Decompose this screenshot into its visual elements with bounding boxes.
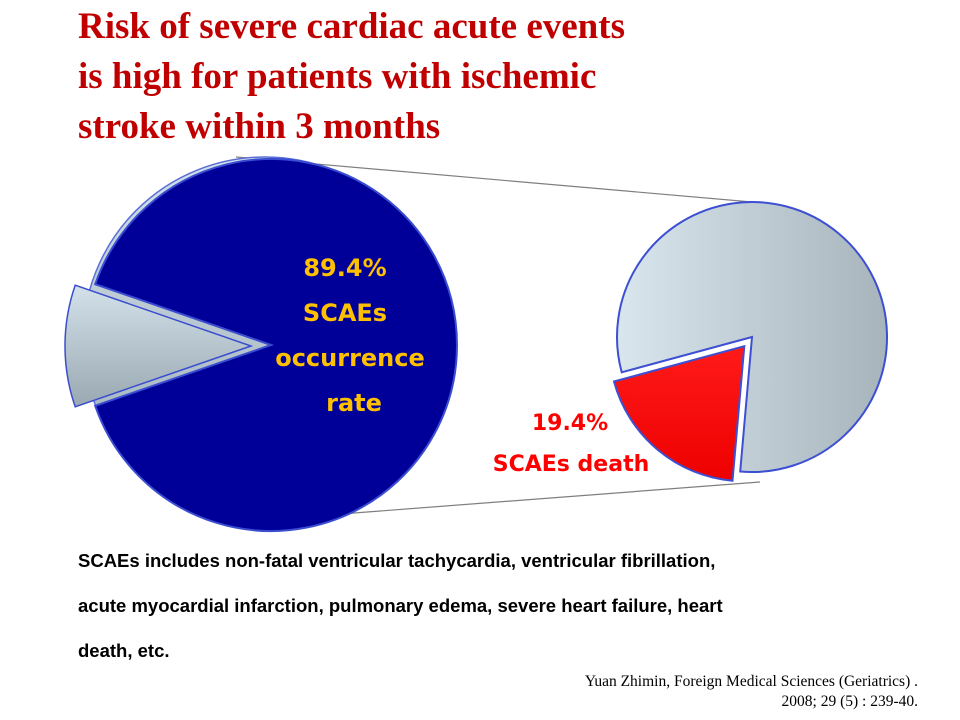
slice-scaes-death: [612, 344, 746, 482]
pie-occurrence: [64, 156, 458, 532]
note-line-1: SCAEs includes non-fatal ventricular tac…: [78, 550, 716, 571]
note-line-2: acute myocardial infarction, pulmonary e…: [78, 595, 723, 616]
death-label-value: 19.4%: [532, 411, 608, 436]
title-line-2: is high for patients with ischemic: [78, 56, 597, 97]
scaes-definition-note: SCAEs includes non-fatal ventricular tac…: [78, 538, 938, 673]
page-title: Risk of severe cardiac acute events is h…: [78, 2, 798, 152]
connector-line-top: [235, 156, 753, 203]
death-label-text: SCAEs death: [493, 452, 650, 477]
slice-occurrence-rate: [93, 158, 458, 532]
citation: Yuan Zhimin, Foreign Medical Sciences (G…: [585, 672, 918, 712]
occurrence-label-line-2: occurrence: [275, 344, 425, 372]
slice-occurrence-remainder: [64, 284, 254, 408]
title-line-1: Risk of severe cardiac acute events: [78, 6, 625, 47]
pie-death: [612, 201, 888, 482]
occurrence-label-line-3: rate: [326, 389, 382, 417]
occurrence-label-value: 89.4%: [303, 254, 386, 282]
note-line-3: death, etc.: [78, 640, 170, 661]
citation-line-2: 2008; 29 (5) : 239-40.: [781, 693, 918, 710]
slice-death-remainder: [616, 201, 888, 473]
occurrence-label-line-1: SCAEs: [303, 299, 387, 327]
citation-line-1: Yuan Zhimin, Foreign Medical Sciences (G…: [584, 673, 918, 690]
title-line-3: stroke within 3 months: [78, 106, 441, 147]
